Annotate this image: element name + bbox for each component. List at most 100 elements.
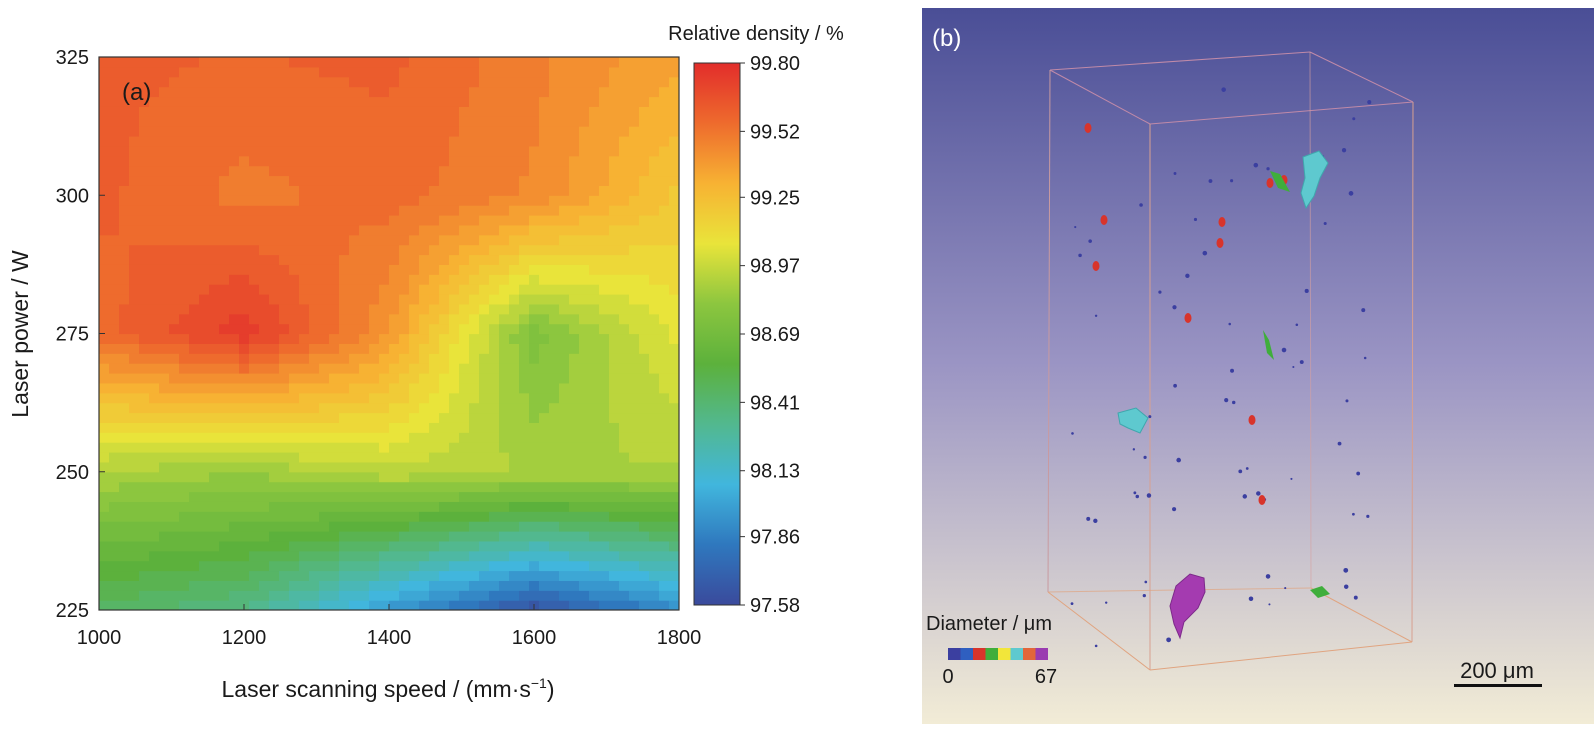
heatmap-cell [329, 155, 340, 167]
heatmap-cell [199, 165, 210, 177]
heatmap-cell [169, 136, 180, 147]
heatmap-cell [439, 116, 450, 127]
heatmap-cell [179, 294, 190, 305]
heatmap-cell [649, 481, 660, 493]
heatmap-cell [629, 66, 640, 78]
heatmap-cell [389, 264, 400, 275]
heatmap-cell [279, 511, 290, 522]
heatmap-cell [559, 313, 570, 325]
heatmap-cell [569, 234, 580, 246]
heatmap-cell [139, 333, 150, 344]
heatmap-cell [189, 155, 200, 167]
heatmap-cell [569, 165, 580, 177]
heatmap-cell [329, 86, 340, 98]
heatmap-cell [439, 363, 450, 374]
heatmap-cell [119, 422, 130, 433]
heatmap-cell [489, 294, 500, 305]
heatmap-cell [529, 323, 540, 335]
heatmap-cell [349, 294, 360, 305]
heatmap-cell [399, 57, 410, 68]
heatmap-cell [659, 284, 670, 295]
heatmap-cell [199, 145, 210, 157]
heatmap-cell [169, 560, 180, 572]
heatmap-cell [359, 155, 370, 167]
heatmap-cell [369, 224, 380, 236]
heatmap-cell [99, 501, 110, 512]
heatmap-cell [309, 452, 320, 463]
heatmap-cell [99, 136, 110, 147]
heatmap-cell [259, 244, 270, 256]
heatmap-cell [259, 452, 270, 463]
heatmap-cell [169, 244, 180, 256]
heatmap-cell [519, 294, 530, 305]
heatmap-cell [369, 501, 380, 512]
heatmap-cell [239, 294, 250, 305]
heatmap-cell [539, 66, 550, 78]
heatmap-cell [169, 224, 180, 236]
heatmap-cell [209, 86, 220, 98]
heatmap-cell [639, 481, 650, 493]
heatmap-cell [259, 461, 270, 473]
heatmap-cell [519, 274, 530, 285]
heatmap-cell [499, 106, 510, 117]
heatmap-cell [249, 333, 260, 344]
heatmap-cell [489, 590, 500, 601]
heatmap-cell [519, 560, 530, 572]
heatmap-cell [339, 195, 350, 206]
heatmap-cell [189, 491, 200, 502]
heatmap-cell [369, 432, 380, 443]
heatmap-cell [329, 471, 340, 483]
heatmap-cell [329, 501, 340, 512]
heatmap-cell [239, 422, 250, 433]
heatmap-cell [309, 303, 320, 315]
heatmap-cell [669, 412, 679, 423]
heatmap-cell [389, 185, 400, 196]
heatmap-cell [319, 590, 330, 601]
heatmap-cell [209, 76, 220, 88]
heatmap-cell [99, 254, 110, 265]
heatmap-cell [669, 333, 679, 344]
heatmap-cell [239, 540, 250, 552]
heatmap-cell [349, 580, 360, 591]
heatmap-cell [129, 590, 140, 601]
heatmap-cell [119, 303, 130, 315]
heatmap-cell [429, 106, 440, 117]
heatmap-cell [249, 521, 260, 532]
heatmap-cell [369, 333, 380, 344]
heatmap-cell [239, 205, 250, 216]
heatmap-cell [639, 185, 650, 196]
heatmap-cell [169, 402, 180, 414]
heatmap-cell [639, 580, 650, 591]
heatmap-cell [589, 185, 600, 196]
heatmap-cell [179, 521, 190, 532]
heatmap-cell [619, 264, 630, 275]
heatmap-cell [309, 145, 320, 157]
heatmap-cell [509, 353, 520, 364]
heatmap-cell [329, 600, 340, 610]
heatmap-cell [489, 165, 500, 177]
heatmap-cell [449, 294, 460, 305]
heatmap-cell [209, 442, 220, 453]
heatmap-cell [409, 175, 420, 186]
pore-small [1356, 471, 1361, 476]
heatmap-cell [569, 323, 580, 335]
heatmap-cell [629, 412, 640, 423]
heatmap-cell [139, 392, 150, 404]
heatmap-cell [299, 442, 310, 453]
heatmap-cell [219, 491, 230, 502]
heatmap-cell [279, 215, 290, 226]
heatmap-cell [159, 402, 170, 414]
heatmap-cell [299, 343, 310, 354]
heatmap-cell [119, 175, 130, 186]
heatmap-cell [119, 165, 130, 177]
heatmap-cell [199, 215, 210, 226]
heatmap-cell [429, 600, 440, 610]
heatmap-cell [409, 185, 420, 196]
pore-small [1366, 514, 1370, 518]
heatmap-cell [449, 264, 460, 275]
heatmap-cell [479, 560, 490, 572]
heatmap-cell [349, 461, 360, 473]
heatmap-cell [589, 244, 600, 256]
heatmap-cell [189, 274, 200, 285]
heatmap-cell [619, 422, 630, 433]
